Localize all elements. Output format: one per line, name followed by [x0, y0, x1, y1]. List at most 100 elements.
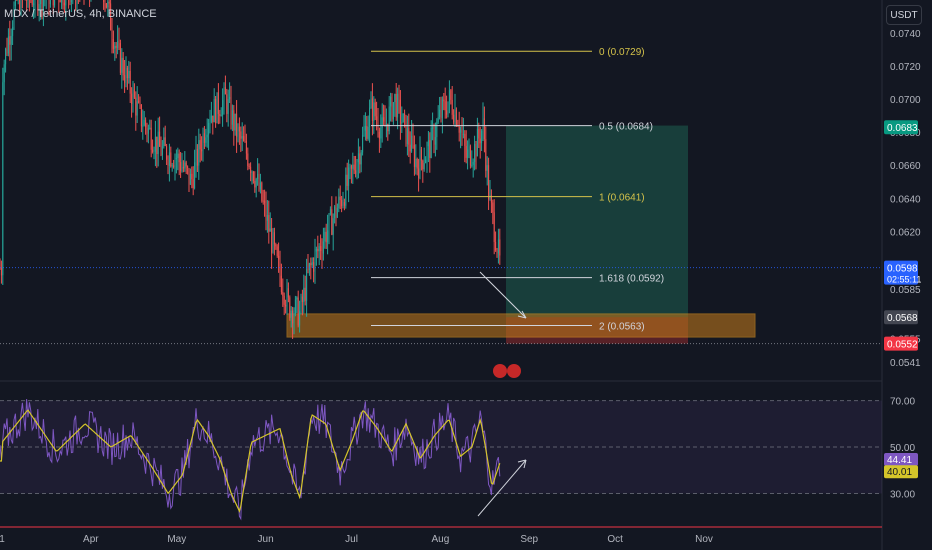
currency-selector[interactable]: USDT — [886, 5, 922, 25]
candle-body — [224, 87, 226, 95]
candle-body — [464, 133, 466, 146]
candle-body — [154, 136, 156, 152]
candle-body — [20, 0, 22, 12]
candle-body — [27, 0, 29, 1]
candle-body — [394, 94, 396, 103]
candle-body — [104, 1, 106, 4]
candle-body — [255, 179, 257, 188]
candle-body — [475, 144, 477, 157]
candle-body — [128, 70, 130, 79]
candle-body — [59, 0, 61, 3]
time-tick-label: Sep — [520, 534, 538, 545]
candle-body — [175, 157, 177, 159]
time-tick-label: May — [167, 534, 186, 545]
candle-body — [156, 136, 158, 154]
rsi-value-box — [884, 453, 918, 467]
candle-body — [348, 167, 350, 186]
candle-body — [275, 244, 277, 247]
candle-body — [415, 158, 417, 167]
candle-body — [189, 173, 191, 185]
candle-body — [142, 125, 144, 127]
candle-body — [107, 1, 109, 8]
candle-body — [434, 137, 436, 145]
candle-body — [188, 168, 190, 185]
candle-body — [357, 153, 359, 163]
candle-body — [230, 97, 232, 125]
arrow-head — [517, 310, 527, 319]
candle-body — [311, 262, 313, 266]
candle-body — [245, 141, 247, 154]
candle-body — [264, 201, 266, 203]
candle-body — [187, 166, 189, 169]
candle-body — [290, 310, 292, 318]
candle-body — [353, 164, 355, 171]
candle-body — [238, 126, 240, 132]
candle-body — [383, 117, 385, 122]
candle-body — [231, 110, 233, 125]
candle-body — [318, 246, 320, 252]
price-tick-label: 0.0700 — [890, 95, 921, 106]
event-flag-icon[interactable] — [493, 364, 507, 378]
candle-body — [376, 116, 378, 121]
candle-body — [265, 202, 267, 221]
candle-body — [10, 35, 12, 45]
rsi-divergence-arrow — [477, 459, 527, 517]
candle-body — [395, 94, 397, 118]
candle-body — [443, 99, 445, 102]
candle-body — [356, 162, 358, 174]
candle-body — [210, 115, 212, 122]
candle-body — [362, 135, 364, 153]
candle-body — [401, 122, 403, 124]
candle-body — [370, 98, 372, 108]
candle-body — [157, 131, 159, 154]
candle-body — [234, 113, 236, 131]
candle-body — [325, 231, 327, 243]
candle-body — [398, 93, 400, 100]
candle-body — [133, 89, 135, 98]
candle-body — [40, 0, 42, 5]
candle-body — [292, 310, 294, 324]
candle-body — [430, 127, 432, 158]
candle-body — [147, 128, 149, 134]
candle-body — [322, 241, 324, 254]
candle-body — [247, 153, 249, 167]
candle-body — [332, 218, 334, 235]
candle-body — [377, 120, 379, 132]
candle-body — [199, 140, 201, 150]
candle-body — [352, 164, 354, 169]
candle-body — [13, 6, 15, 28]
candle-body — [124, 75, 126, 83]
time-tick-label: Jun — [258, 534, 274, 545]
candle-body — [49, 0, 51, 4]
candle-body — [33, 3, 35, 5]
candle-body — [178, 153, 180, 163]
candle-body — [126, 68, 128, 79]
candle-body — [476, 128, 478, 157]
rsi-ma-value-box — [884, 465, 918, 479]
candle-body — [479, 138, 481, 144]
candle-body — [412, 135, 414, 146]
candle-body — [9, 36, 11, 45]
candle-body — [481, 130, 483, 144]
candle-body — [216, 92, 218, 123]
candle-body — [478, 128, 480, 139]
candle-body — [206, 134, 208, 138]
candle-body — [283, 295, 285, 305]
price-label-box — [884, 336, 918, 351]
candle-body — [37, 0, 39, 11]
price-label-text: 0.0552 — [887, 340, 918, 351]
candle-body — [209, 121, 211, 123]
candle-body — [271, 228, 273, 253]
candle-body — [19, 0, 21, 12]
candle-body — [297, 297, 299, 326]
candle-body — [244, 140, 246, 142]
candle-body — [132, 89, 134, 104]
candle-body — [418, 168, 420, 179]
candle-body — [409, 144, 411, 152]
candle-body — [208, 122, 210, 135]
candle-body — [121, 57, 123, 73]
event-flag-icon[interactable] — [507, 364, 521, 378]
chart-title: MDX / TetherUS, 4h, BINANCE — [4, 8, 157, 20]
candle-body — [355, 170, 357, 174]
